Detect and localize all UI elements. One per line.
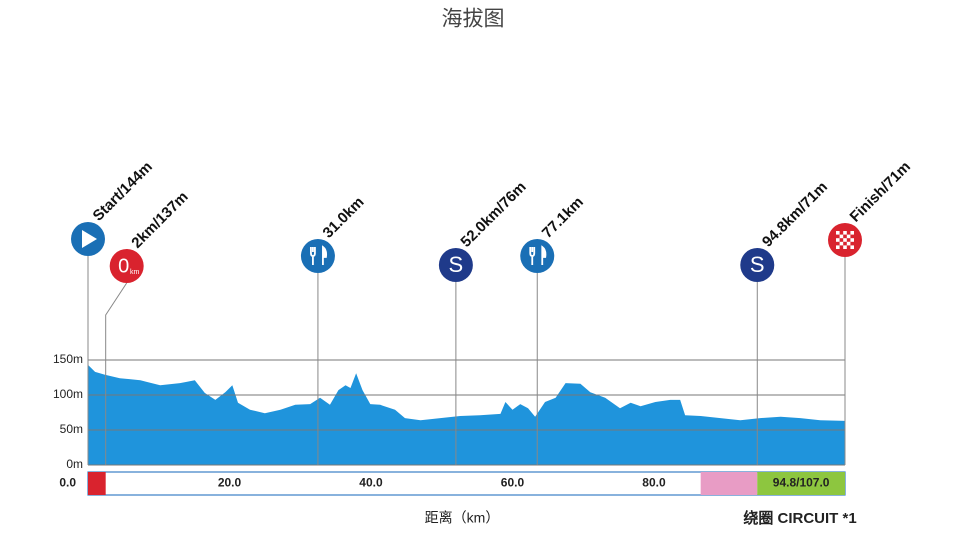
y-tick-label: 50m [60,422,83,436]
flag-square [843,245,847,249]
marker-icon [438,248,473,282]
flag-square [846,241,851,246]
flag-square [836,245,840,249]
marker-label: 31.0km [320,194,368,242]
fork-icon [310,247,316,265]
marker-icon [740,248,775,282]
marker-icon [300,239,335,273]
marker-label: 94.8km/71m [759,178,831,250]
knife-icon [322,245,328,265]
y-tick-label: 100m [53,387,83,401]
marker-icon [520,239,555,273]
flag-square [850,231,854,235]
marker-badge: S [750,252,765,277]
x-tick-label: 40.0 [359,476,383,490]
marker-line [105,282,128,465]
x-tick-label: 60.0 [501,476,525,490]
note: 绕圈 CIRCUIT *1 [743,509,856,527]
flag-square [846,234,851,239]
x-tick-label: 80.0 [642,476,666,490]
marker-label: 77.1km [539,194,587,242]
marker-label: 52.0km/76m [458,178,530,250]
y-tick-label: 150m [53,352,83,366]
distance-band [700,472,758,495]
marker-label: Finish/71m [847,158,914,225]
elevation-area [88,364,845,465]
play-icon [82,230,97,248]
flag-square [843,231,847,235]
marker-label: Start/144m [90,158,156,224]
flag-square [850,245,854,249]
x-tick-label: 20.0 [218,476,242,490]
marker-badge: 0 [118,255,129,277]
marker-label: 2km/137m [128,188,191,251]
fork-icon [529,247,536,265]
x-tick-label: 0.0 [59,476,76,490]
flag-square [836,231,840,235]
flag-square [836,238,840,242]
marker-icon [109,249,144,283]
flag-square [839,241,844,246]
marker-badge: S [449,252,464,277]
knife-icon [541,245,547,265]
y-tick-label: 0m [66,457,83,471]
distance-band [757,472,845,495]
distance-band [88,472,106,495]
x-axis-label: 距离（km） [425,510,500,526]
band-label: 94.8/107.0 [773,476,830,490]
marker-badge-unit: km [130,269,140,276]
flag-square [843,238,847,242]
chart-title: 海拔图 [442,8,505,31]
marker: Finish/71m [828,158,914,465]
flag-square [839,234,844,239]
flag-square [850,238,854,242]
